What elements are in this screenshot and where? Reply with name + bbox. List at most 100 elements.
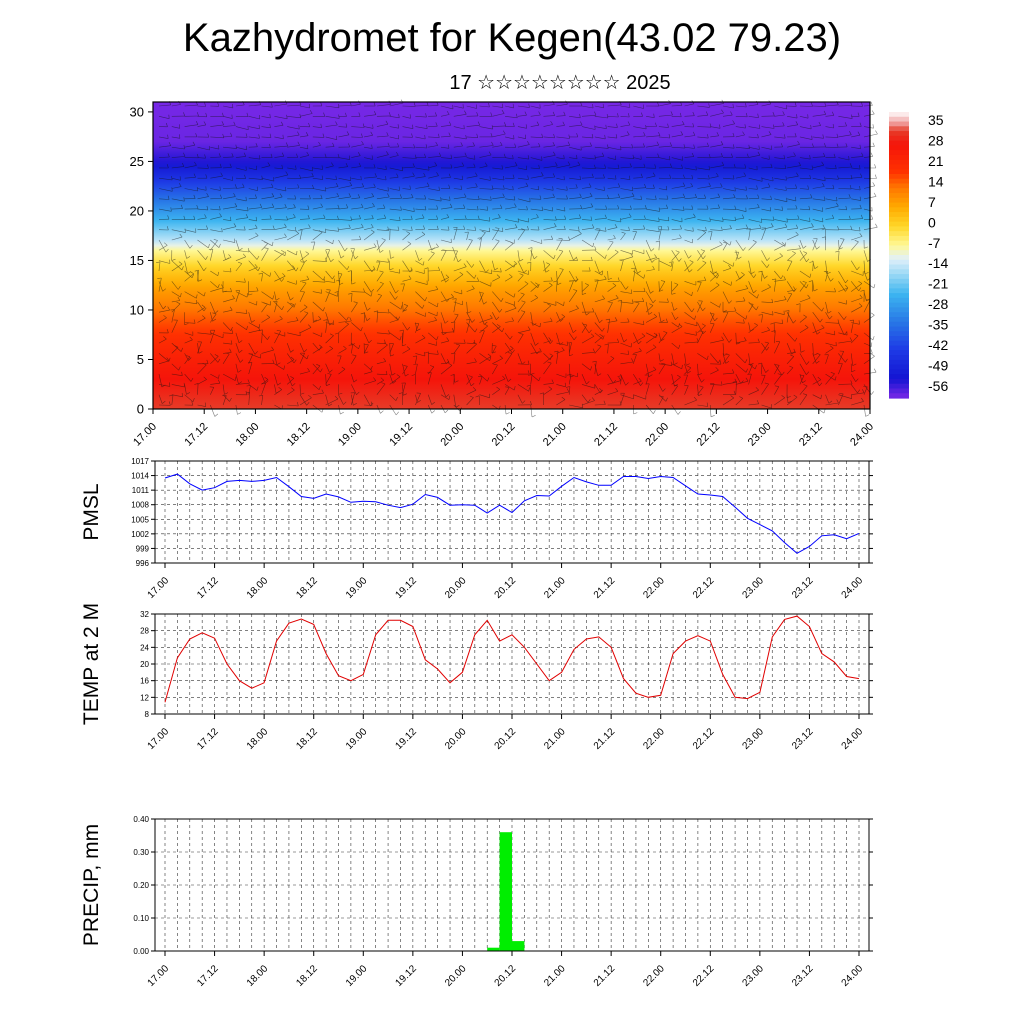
colorbar-segment [889,140,909,146]
x-tick-label: 18.12 [294,963,320,989]
x-tick-label: 22.00 [641,726,667,752]
x-tick-label: 17.12 [182,421,210,449]
precip-panel: 0.00 0.10 0.20 0.30 0.40 17.00 17.12 18.00 18.12… [80,815,873,989]
x-tick-label: 22.12 [691,575,717,601]
y-tick-label: 0.20 [133,881,149,890]
colorbar-segment [889,126,909,132]
colorbar-segment [889,378,909,385]
colorbar-segment [889,207,909,213]
colorbar-segment [889,173,909,180]
y-tick-label: 20 [140,660,149,669]
y-tick-label: 28 [140,627,149,636]
x-tick-label: 23.12 [790,575,816,601]
colorbar-segment [889,278,909,285]
y-axis-label: TEMP at 2 M [80,603,103,725]
colorbar-segment [889,297,909,304]
x-tick-label: 19.12 [387,421,415,449]
x-tick-label: 24.00 [848,421,876,449]
y-tick-label: 0.30 [133,848,149,857]
x-tick-label: 19.00 [344,726,370,752]
colorbar-segment [889,340,909,347]
x-tick-label: 17.12 [195,726,221,752]
colorbar-segment [889,302,909,309]
x-tick-label: 17.00 [146,575,172,601]
colorbar-segment [889,250,909,256]
chart-subtitle: 17 ☆☆☆☆☆☆☆☆ 2025 [449,72,671,94]
colorbar-segment [889,235,909,242]
colorbar-label: 28 [928,132,944,148]
colorbar-segment [889,188,909,194]
colorbar-segment [889,202,909,208]
colorbar-label: 0 [928,214,936,230]
x-tick-label: 24.00 [840,575,866,601]
colorbar-segment [889,312,909,318]
colorbar-segment [889,393,909,399]
colorbar-segment [889,259,909,266]
y-tick-label: 1005 [131,515,149,524]
y-tick-label: 1002 [131,530,149,539]
colorbar-segment [889,231,909,237]
y-tick-label: 1011 [132,486,150,495]
colorbar-segment [889,245,909,251]
colorbar-segment [889,178,909,185]
pmsl-panel: 996 999 1002 1005 1008 1011 1014 1017 17.00 17.12… [80,457,873,601]
x-tick-label: 23.00 [741,963,767,989]
colorbar-segment [889,154,909,161]
x-tick-label: 21.12 [592,575,618,601]
colorbar-label: 35 [928,112,944,128]
precip-bar [499,832,512,951]
colorbar-segment [889,135,909,142]
colorbar-segment [889,212,909,218]
colorbar-segment [889,383,909,390]
y-tick-label: 25 [130,154,144,169]
colorbar-segment [889,169,909,175]
x-tick-label: 20.00 [438,421,466,449]
x-tick-label: 18.00 [234,421,262,449]
y-tick-label: 0 [137,402,144,417]
colorbar-label: -28 [928,296,948,312]
x-tick-label: 22.00 [641,575,667,601]
x-tick-label: 19.00 [344,575,370,601]
y-tick-label: 24 [140,643,149,652]
colorbar-segment [889,255,909,261]
x-tick-label: 19.12 [394,575,420,601]
x-tick-label: 18.12 [285,421,313,449]
y-axis-label: PRECIP, mm [80,824,103,946]
colorbar-segment [889,159,909,166]
x-tick-label: 23.00 [746,421,774,449]
x-tick-label: 20.12 [493,963,519,989]
x-tick-label: 18.00 [245,963,271,989]
precip-bar [512,941,525,951]
x-tick-label: 21.12 [592,726,618,752]
colorbar-segment [889,288,909,294]
colorbar-segment [889,216,909,223]
x-tick-label: 21.00 [541,421,569,449]
colorbar-segment [889,269,909,275]
colorbar-label: -42 [928,337,948,353]
x-tick-label: 24.00 [840,726,866,752]
colorbar-segment [889,193,909,199]
x-tick-label: 23.12 [790,963,816,989]
x-tick-label: 21.12 [592,421,620,449]
y-tick-label: 15 [130,253,144,268]
colorbar-segment [889,164,909,170]
x-tick-label: 19.12 [394,963,420,989]
colorbar-segment [889,121,909,127]
x-tick-label: 17.00 [146,963,172,989]
x-tick-label: 20.00 [443,963,469,989]
x-tick-label: 23.12 [797,421,825,449]
colorbar-segment [889,364,909,370]
colorbar-label: -7 [928,235,941,251]
x-tick-label: 20.12 [493,726,519,752]
x-tick-label: 22.12 [695,421,723,449]
x-tick-label: 22.12 [691,726,717,752]
x-tick-label: 21.00 [542,963,568,989]
colorbar-segment [889,183,909,189]
colorbar-segment [889,264,909,270]
y-tick-label: 0.00 [133,947,149,956]
y-tick-label: 999 [136,544,150,553]
x-tick-label: 24.00 [840,963,866,989]
colorbar-segment [889,369,909,375]
colorbar-segment [889,321,909,328]
